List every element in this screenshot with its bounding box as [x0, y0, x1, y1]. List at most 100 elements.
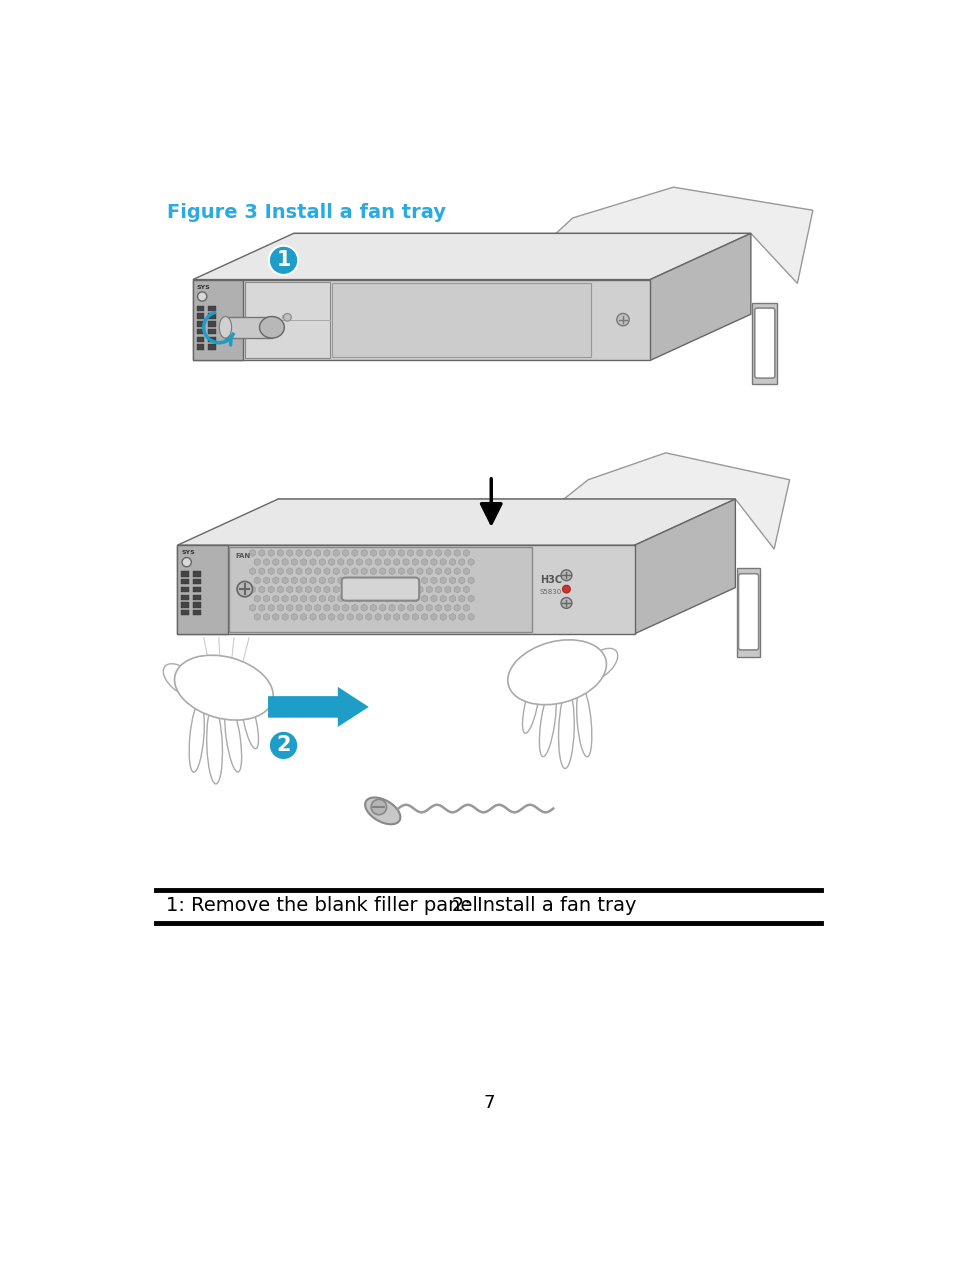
Polygon shape	[305, 604, 311, 611]
Polygon shape	[277, 586, 283, 594]
Polygon shape	[314, 549, 320, 557]
Polygon shape	[394, 558, 399, 566]
Polygon shape	[394, 614, 399, 620]
Polygon shape	[310, 614, 315, 620]
Polygon shape	[282, 577, 288, 583]
Polygon shape	[300, 558, 307, 566]
Ellipse shape	[225, 703, 241, 771]
Polygon shape	[375, 614, 380, 620]
Polygon shape	[449, 595, 455, 602]
Polygon shape	[196, 337, 204, 342]
Polygon shape	[342, 604, 348, 611]
Polygon shape	[193, 572, 200, 577]
Ellipse shape	[576, 688, 591, 756]
Circle shape	[371, 799, 386, 815]
Polygon shape	[468, 595, 474, 602]
Polygon shape	[337, 614, 344, 620]
Polygon shape	[365, 577, 372, 583]
Polygon shape	[319, 595, 325, 602]
Polygon shape	[370, 586, 376, 594]
Polygon shape	[444, 604, 451, 611]
Ellipse shape	[259, 316, 284, 338]
Ellipse shape	[242, 697, 258, 749]
Polygon shape	[342, 568, 348, 574]
Polygon shape	[208, 344, 216, 350]
Polygon shape	[402, 558, 409, 566]
Polygon shape	[314, 604, 320, 611]
Polygon shape	[402, 595, 409, 602]
Polygon shape	[324, 568, 330, 574]
Polygon shape	[389, 549, 395, 557]
Polygon shape	[295, 604, 302, 611]
Polygon shape	[305, 549, 311, 557]
Polygon shape	[273, 577, 278, 583]
Polygon shape	[300, 595, 307, 602]
Polygon shape	[384, 558, 390, 566]
Polygon shape	[379, 604, 385, 611]
Polygon shape	[208, 306, 216, 311]
Polygon shape	[449, 614, 455, 620]
Polygon shape	[370, 568, 376, 574]
Polygon shape	[384, 595, 390, 602]
Polygon shape	[193, 587, 200, 592]
Polygon shape	[263, 614, 270, 620]
Polygon shape	[454, 549, 459, 557]
Polygon shape	[263, 577, 270, 583]
Polygon shape	[431, 577, 436, 583]
Circle shape	[560, 569, 571, 581]
Polygon shape	[250, 549, 255, 557]
Polygon shape	[208, 322, 216, 327]
Polygon shape	[375, 558, 380, 566]
Polygon shape	[258, 586, 265, 594]
Polygon shape	[268, 568, 274, 574]
Polygon shape	[310, 577, 315, 583]
Polygon shape	[398, 586, 404, 594]
Polygon shape	[258, 568, 265, 574]
Polygon shape	[356, 614, 362, 620]
Polygon shape	[389, 568, 395, 574]
Polygon shape	[328, 614, 335, 620]
Polygon shape	[468, 614, 474, 620]
Polygon shape	[379, 568, 385, 574]
Polygon shape	[407, 604, 414, 611]
Circle shape	[182, 558, 192, 567]
Polygon shape	[208, 314, 216, 319]
Polygon shape	[177, 545, 634, 634]
Polygon shape	[270, 452, 789, 549]
Polygon shape	[347, 577, 353, 583]
Circle shape	[269, 245, 298, 275]
Polygon shape	[436, 586, 441, 594]
Text: H3C: H3C	[539, 574, 561, 585]
Polygon shape	[319, 577, 325, 583]
Text: Figure 3 Install a fan tray: Figure 3 Install a fan tray	[167, 202, 446, 221]
Polygon shape	[454, 586, 459, 594]
Polygon shape	[416, 549, 422, 557]
Polygon shape	[439, 614, 446, 620]
Polygon shape	[436, 568, 441, 574]
Polygon shape	[196, 314, 204, 319]
Polygon shape	[193, 580, 200, 585]
Polygon shape	[263, 595, 270, 602]
Polygon shape	[342, 586, 348, 594]
Polygon shape	[439, 595, 446, 602]
Polygon shape	[356, 558, 362, 566]
Polygon shape	[352, 586, 357, 594]
Polygon shape	[273, 614, 278, 620]
Polygon shape	[394, 577, 399, 583]
Polygon shape	[463, 586, 469, 594]
Polygon shape	[634, 500, 735, 634]
Text: 2: 2	[276, 736, 291, 755]
FancyBboxPatch shape	[738, 573, 758, 649]
Polygon shape	[463, 568, 469, 574]
Polygon shape	[454, 604, 459, 611]
Polygon shape	[463, 604, 469, 611]
Polygon shape	[291, 558, 297, 566]
Polygon shape	[347, 558, 353, 566]
Text: SYS: SYS	[181, 550, 194, 555]
Polygon shape	[294, 187, 812, 283]
Polygon shape	[196, 344, 204, 350]
Polygon shape	[458, 595, 464, 602]
Polygon shape	[421, 595, 427, 602]
Ellipse shape	[365, 797, 400, 825]
Circle shape	[283, 314, 291, 322]
